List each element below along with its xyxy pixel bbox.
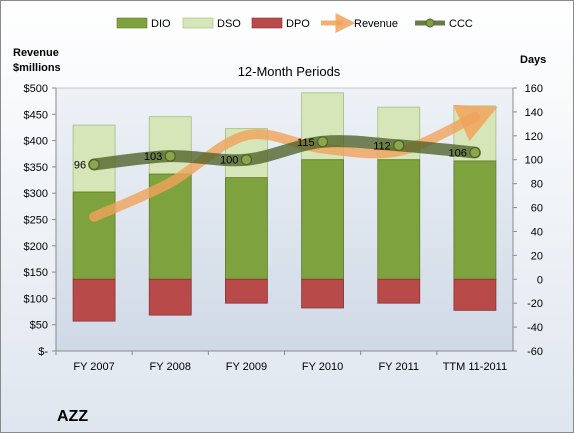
right-tick-label-1: -40 — [527, 322, 543, 334]
legend-label-dpo: DPO — [286, 18, 310, 30]
chart-title: 12-Month Periods — [238, 64, 341, 79]
bar-dio-0 — [72, 191, 116, 280]
bar-dpo-0 — [72, 278, 116, 322]
right-tick-label-10: 140 — [525, 107, 543, 119]
legend-label-revenue: Revenue — [354, 18, 398, 30]
ccc-point-2 — [240, 154, 253, 166]
left-tick-label-7: $350 — [24, 162, 48, 174]
axis-layer: $- $50 $100 $150 $200 $250 $300 $350 $400 $450 $50… — [24, 83, 543, 373]
left-tick-label-2: $100 — [24, 293, 48, 305]
legend-label-dso: DSO — [217, 18, 241, 30]
x-tick-label-2: FY 2009 — [226, 361, 267, 373]
legend-label-dio: DIO — [151, 18, 171, 30]
left-tick-label-10: $500 — [24, 83, 48, 95]
left-tick-label-0: $- — [38, 346, 48, 358]
bar-dpo-5 — [453, 278, 497, 311]
ccc-label-4: 112 — [373, 140, 391, 152]
bar-dso-1 — [148, 116, 192, 175]
right-tick-label-6: 60 — [531, 203, 543, 215]
legend-swatch-dso — [182, 17, 214, 29]
bar-dio-4 — [377, 159, 421, 280]
bar-dpo-3 — [301, 278, 344, 309]
x-tick-label-1: FY 2008 — [150, 361, 191, 373]
right-tick-label-8: 100 — [525, 155, 543, 167]
left-axis-title-line1: Revenue — [13, 47, 59, 59]
left-tick-label-1: $50 — [30, 320, 48, 332]
x-tick-label-4: FY 2011 — [378, 361, 419, 373]
ccc-label-2: 100 — [220, 155, 238, 167]
bar-dio-5 — [453, 160, 497, 280]
left-tick-label-5: $250 — [24, 215, 48, 227]
bar-dio-3 — [301, 159, 344, 280]
right-tick-label-0: -60 — [527, 346, 543, 358]
right-tick-label-11: 160 — [525, 83, 543, 95]
ccc-point-3 — [316, 136, 329, 148]
left-tick-label-4: $200 — [24, 241, 48, 253]
right-axis-title: Days — [520, 54, 546, 66]
right-tick-label-5: 40 — [531, 226, 543, 238]
legend-swatch-dio — [116, 17, 148, 29]
right-tick-label-9: 120 — [525, 131, 543, 143]
x-tick-label-5: TTM 11-2011 — [443, 361, 507, 373]
ccc-point-5 — [469, 146, 481, 159]
bar-dpo-2 — [225, 278, 268, 304]
left-tick-label-8: $400 — [24, 136, 48, 148]
ccc-label-5: 106 — [449, 148, 467, 160]
bar-dio-2 — [225, 177, 268, 280]
right-tick-label-3: 0 — [537, 274, 543, 286]
ccc-label-1: 103 — [144, 151, 162, 163]
ccc-label-3: 115 — [297, 137, 315, 149]
left-tick-label-9: $450 — [24, 109, 48, 121]
ccc-point-4 — [393, 139, 405, 151]
right-tick-label-7: 80 — [531, 179, 543, 191]
left-tick-label-3: $150 — [24, 267, 48, 279]
x-tick-label-0: FY 2007 — [73, 361, 114, 373]
left-tick-label-6: $300 — [24, 188, 48, 200]
legend-swatch-dpo — [251, 17, 283, 29]
ccc-point-1 — [164, 150, 176, 162]
ccc-point-0 — [88, 158, 100, 171]
left-axis-title-line2: $millions — [13, 62, 61, 74]
right-tick-label-4: 20 — [531, 250, 543, 262]
bar-dpo-4 — [377, 278, 421, 304]
legend: DIO DSO DPO Revenue CCC — [116, 13, 473, 33]
bar-dpo-1 — [148, 278, 192, 316]
x-tick-label-3: FY 2010 — [302, 361, 343, 373]
right-tick-label-2: -20 — [527, 298, 543, 310]
ccc-label-0: 96 — [74, 160, 86, 172]
legend-marker-ccc — [425, 18, 435, 28]
line-layer: 96 103 100 115 112 106 — [74, 104, 498, 222]
ccc-line — [88, 135, 481, 171]
company-label: AZZ — [57, 408, 88, 425]
legend-label-ccc: CCC — [449, 18, 473, 30]
